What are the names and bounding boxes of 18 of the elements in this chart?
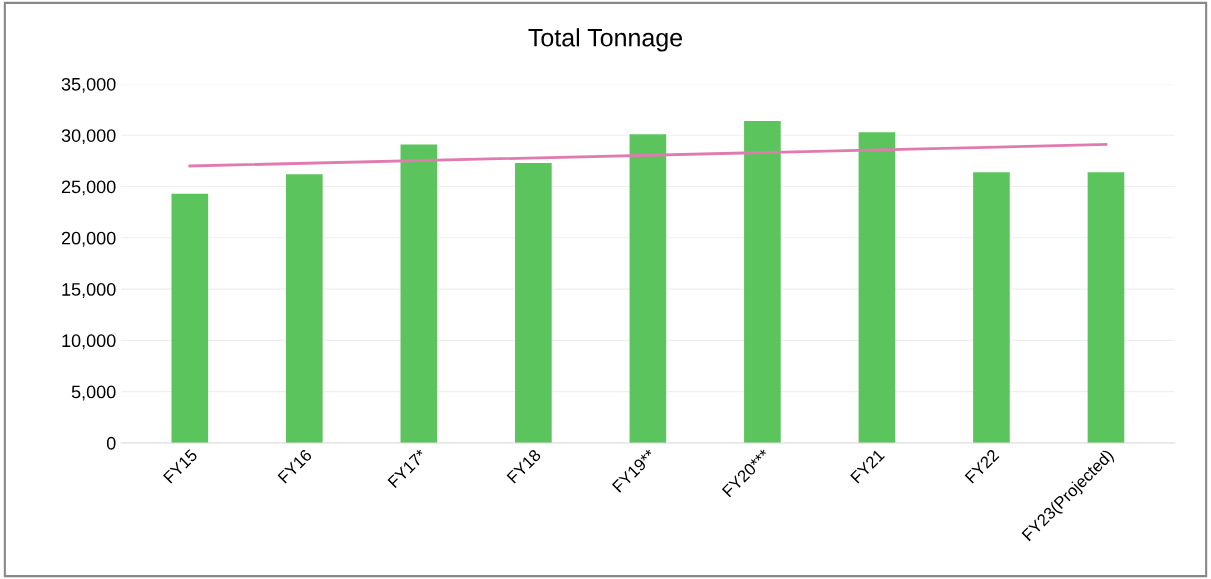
bar: [515, 162, 552, 443]
y-tick-label: 10,000: [62, 334, 116, 350]
bar: [744, 120, 781, 443]
y-tick-label: 15,000: [62, 283, 116, 298]
bar: [858, 132, 896, 443]
bar: [171, 193, 209, 443]
y-tick-label: 5,000: [71, 385, 116, 401]
y-tick-label: 35,000: [61, 77, 116, 93]
bar: [400, 144, 438, 443]
bar: [1087, 172, 1125, 443]
y-tick-label: 30,000: [61, 129, 116, 145]
bar: [629, 134, 667, 443]
bar: [973, 172, 1010, 443]
y-tick-label: 25,000: [61, 180, 116, 196]
bar: [286, 174, 323, 443]
y-tick-label: 0: [106, 436, 116, 450]
chart-title: Total Tonnage: [528, 28, 683, 52]
y-tick-label: 20,000: [61, 231, 116, 247]
